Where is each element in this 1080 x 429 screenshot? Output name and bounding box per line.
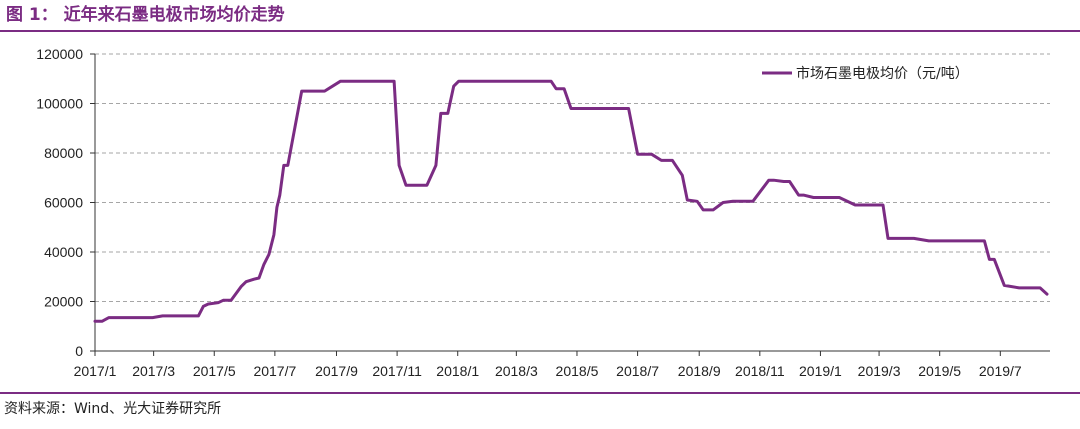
figure-title: 图 1： 近年来石墨电极市场均价走势 [6,5,285,25]
y-tick-label: 0 [75,343,83,359]
x-tick-label: 2017/1 [74,363,117,379]
x-tick-label: 2018/9 [678,363,721,379]
x-tick-label: 2018/1 [436,363,479,379]
x-tick-label: 2018/5 [556,363,599,379]
price-line-chart: 0 20000 40000 60000 80000 100000 120000 2017/1… [36,46,1050,379]
y-tick-label: 60000 [44,195,83,211]
y-tick-label: 100000 [36,96,83,112]
x-tick-label: 2017/9 [315,363,358,379]
source-rule [0,392,1080,394]
legend: 市场石墨电极均价（元/吨） [762,65,969,82]
y-axis-ticks: 0 20000 40000 60000 80000 100000 120000 [36,46,95,359]
x-tick-label: 2017/11 [372,363,422,379]
series-lines [93,79,1049,323]
x-tick-label: 2018/3 [495,363,538,379]
y-tick-label: 120000 [36,46,83,62]
x-tick-label: 2019/5 [918,363,961,379]
x-tick-label: 2017/3 [132,363,175,379]
x-tick-label: 2018/7 [616,363,659,379]
gridlines [95,53,1050,302]
x-tick-label: 2017/7 [253,363,296,379]
title-rule [0,30,1080,32]
y-tick-label: 40000 [44,244,83,260]
x-tick-label: 2019/3 [858,363,901,379]
x-tick-label: 2017/5 [193,363,236,379]
y-tick-label: 20000 [44,294,83,310]
x-axis-ticks: 2017/1 2017/3 2017/5 2017/7 2017/9 2017/11 201… [74,351,1022,379]
price-series-line [93,79,1049,323]
x-tick-label: 2019/1 [799,363,842,379]
x-tick-label: 2018/11 [735,363,785,379]
legend-label: 市场石墨电极均价（元/吨） [796,65,969,82]
x-tick-label: 2019/7 [979,363,1022,379]
source-note: 资料来源：Wind、光大证券研究所 [4,401,222,417]
y-tick-label: 80000 [44,145,83,161]
